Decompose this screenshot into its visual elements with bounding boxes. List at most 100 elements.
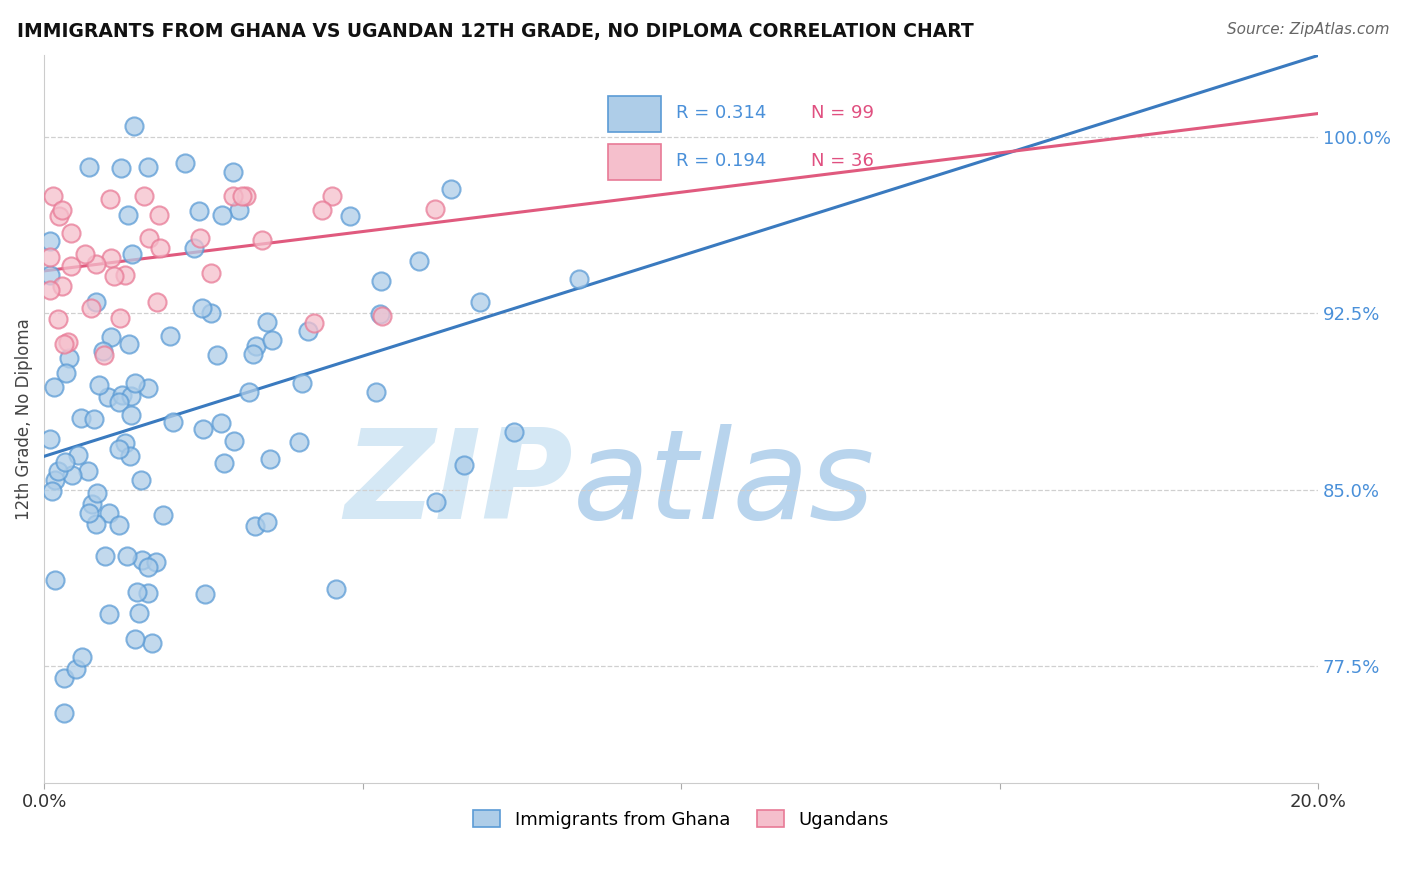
Point: [339, 209, 361, 223]
Point: [366, 385, 388, 400]
Point: [42, 380, 65, 394]
Point: [60, 259, 83, 273]
Point: [111, 388, 134, 402]
Legend: Immigrants from Ghana, Ugandans: Immigrants from Ghana, Ugandans: [465, 803, 896, 836]
Point: [94, 549, 117, 564]
Point: [59, 226, 82, 240]
Point: [148, 208, 170, 222]
Point: [46, 464, 69, 478]
Point: [408, 254, 430, 268]
Point: [152, 508, 174, 523]
Point: [44, 473, 66, 487]
Point: [256, 315, 278, 329]
Point: [55, 366, 77, 380]
Point: [288, 435, 311, 450]
Point: [86, 485, 108, 500]
Point: [222, 434, 245, 448]
Point: [41, 483, 63, 498]
Point: [91, 343, 114, 358]
Point: [97, 390, 120, 404]
Point: [122, 119, 145, 133]
Point: [97, 506, 120, 520]
Y-axis label: 12th Grade, No Diploma: 12th Grade, No Diploma: [15, 318, 32, 520]
Point: [44, 574, 66, 588]
Point: [117, 208, 139, 222]
Point: [84, 257, 107, 271]
Point: [79, 160, 101, 174]
Point: [56, 335, 79, 350]
Point: [129, 473, 152, 487]
Point: [231, 189, 253, 203]
Point: [52, 706, 75, 720]
Point: [103, 269, 125, 284]
Point: [371, 309, 394, 323]
Point: [235, 189, 257, 203]
Point: [311, 202, 333, 217]
Point: [568, 272, 591, 286]
Point: [136, 381, 159, 395]
Point: [108, 442, 131, 456]
Point: [70, 650, 93, 665]
Point: [242, 347, 264, 361]
Point: [73, 247, 96, 261]
Point: [200, 306, 222, 320]
Point: [141, 636, 163, 650]
Point: [502, 425, 524, 440]
Point: [470, 294, 492, 309]
Point: [207, 348, 229, 362]
Point: [66, 448, 89, 462]
Point: [453, 458, 475, 472]
Point: [39, 283, 62, 297]
Point: [117, 336, 139, 351]
Point: [48, 209, 70, 223]
Point: [136, 560, 159, 574]
Point: [98, 192, 121, 206]
Point: [46, 312, 69, 326]
Point: [243, 519, 266, 533]
Point: [188, 203, 211, 218]
Point: [159, 328, 181, 343]
Point: [124, 376, 146, 390]
Point: [39, 268, 62, 282]
Point: [370, 274, 392, 288]
Point: [291, 376, 314, 391]
Point: [136, 586, 159, 600]
Text: IMMIGRANTS FROM GHANA VS UGANDAN 12TH GRADE, NO DIPLOMA CORRELATION CHART: IMMIGRANTS FROM GHANA VS UGANDAN 12TH GR…: [17, 22, 973, 41]
Point: [193, 422, 215, 436]
Point: [69, 410, 91, 425]
Point: [114, 268, 136, 283]
Point: [190, 301, 212, 316]
Point: [194, 587, 217, 601]
Point: [80, 301, 103, 315]
Point: [297, 324, 319, 338]
Point: [325, 582, 347, 596]
Point: [80, 497, 103, 511]
Point: [188, 231, 211, 245]
Point: [262, 333, 284, 347]
Point: [77, 464, 100, 478]
Point: [100, 252, 122, 266]
Point: [212, 456, 235, 470]
Point: [211, 208, 233, 222]
Point: [120, 450, 142, 464]
Point: [98, 607, 121, 621]
Point: [39, 234, 62, 248]
Point: [162, 415, 184, 429]
Text: ZIP: ZIP: [344, 424, 572, 545]
Point: [107, 518, 129, 533]
Point: [53, 671, 76, 685]
Point: [108, 395, 131, 409]
Point: [124, 632, 146, 646]
Point: [425, 202, 447, 217]
Text: atlas: atlas: [572, 424, 875, 545]
Point: [136, 160, 159, 174]
Point: [440, 181, 463, 195]
Point: [221, 189, 243, 203]
Point: [79, 506, 101, 520]
Point: [39, 432, 62, 446]
Point: [83, 412, 105, 426]
Point: [117, 549, 139, 563]
Point: [84, 517, 107, 532]
Point: [174, 155, 197, 169]
Point: [425, 494, 447, 508]
